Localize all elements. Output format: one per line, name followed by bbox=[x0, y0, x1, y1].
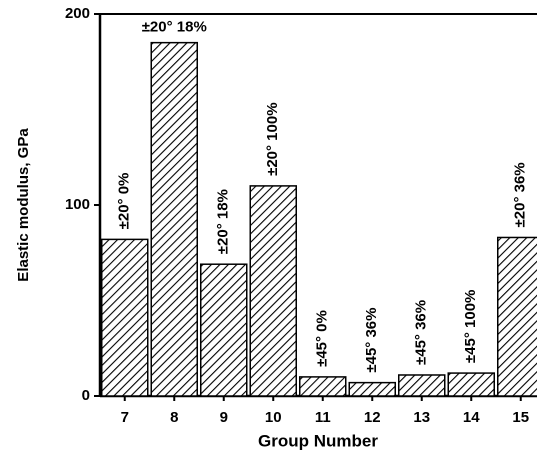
bar bbox=[299, 376, 347, 397]
x-tick-label: 15 bbox=[512, 409, 529, 426]
annotation: ±20° 18% bbox=[142, 19, 207, 36]
x-tick-label: 14 bbox=[463, 409, 480, 426]
x-tick-label: 7 bbox=[121, 409, 129, 426]
x-tick-label: 12 bbox=[364, 409, 381, 426]
annotation: ±20° 100% bbox=[264, 102, 281, 175]
x-tick-label: 10 bbox=[265, 409, 282, 426]
y-tick-label: 0 bbox=[82, 387, 90, 404]
bar bbox=[447, 372, 495, 397]
bar bbox=[348, 381, 396, 397]
bar bbox=[101, 238, 149, 397]
y-axis-label: Elastic modulus, GPa bbox=[15, 128, 32, 282]
annotation: ±20° 18% bbox=[215, 189, 232, 254]
x-tick-label: 13 bbox=[413, 409, 430, 426]
annotation: ±45° 36% bbox=[363, 308, 380, 373]
x-tick-label: 8 bbox=[170, 409, 178, 426]
annotation: ±45° 0% bbox=[314, 310, 331, 367]
y-tick-label: 200 bbox=[65, 5, 90, 22]
bar bbox=[200, 263, 248, 397]
annotation: ±45° 36% bbox=[413, 300, 430, 365]
x-axis-label: Group Number bbox=[258, 431, 378, 450]
annotation: ±20° 0% bbox=[116, 173, 133, 230]
bar bbox=[249, 185, 297, 397]
bar bbox=[497, 236, 537, 397]
annotation: ±45° 100% bbox=[462, 290, 479, 363]
y-tick-label: 100 bbox=[65, 196, 90, 213]
annotation: ±20° 36% bbox=[512, 162, 529, 227]
bar bbox=[398, 374, 446, 397]
bar bbox=[150, 41, 198, 397]
x-tick-label: 11 bbox=[315, 409, 331, 426]
x-tick-label: 9 bbox=[220, 409, 228, 426]
